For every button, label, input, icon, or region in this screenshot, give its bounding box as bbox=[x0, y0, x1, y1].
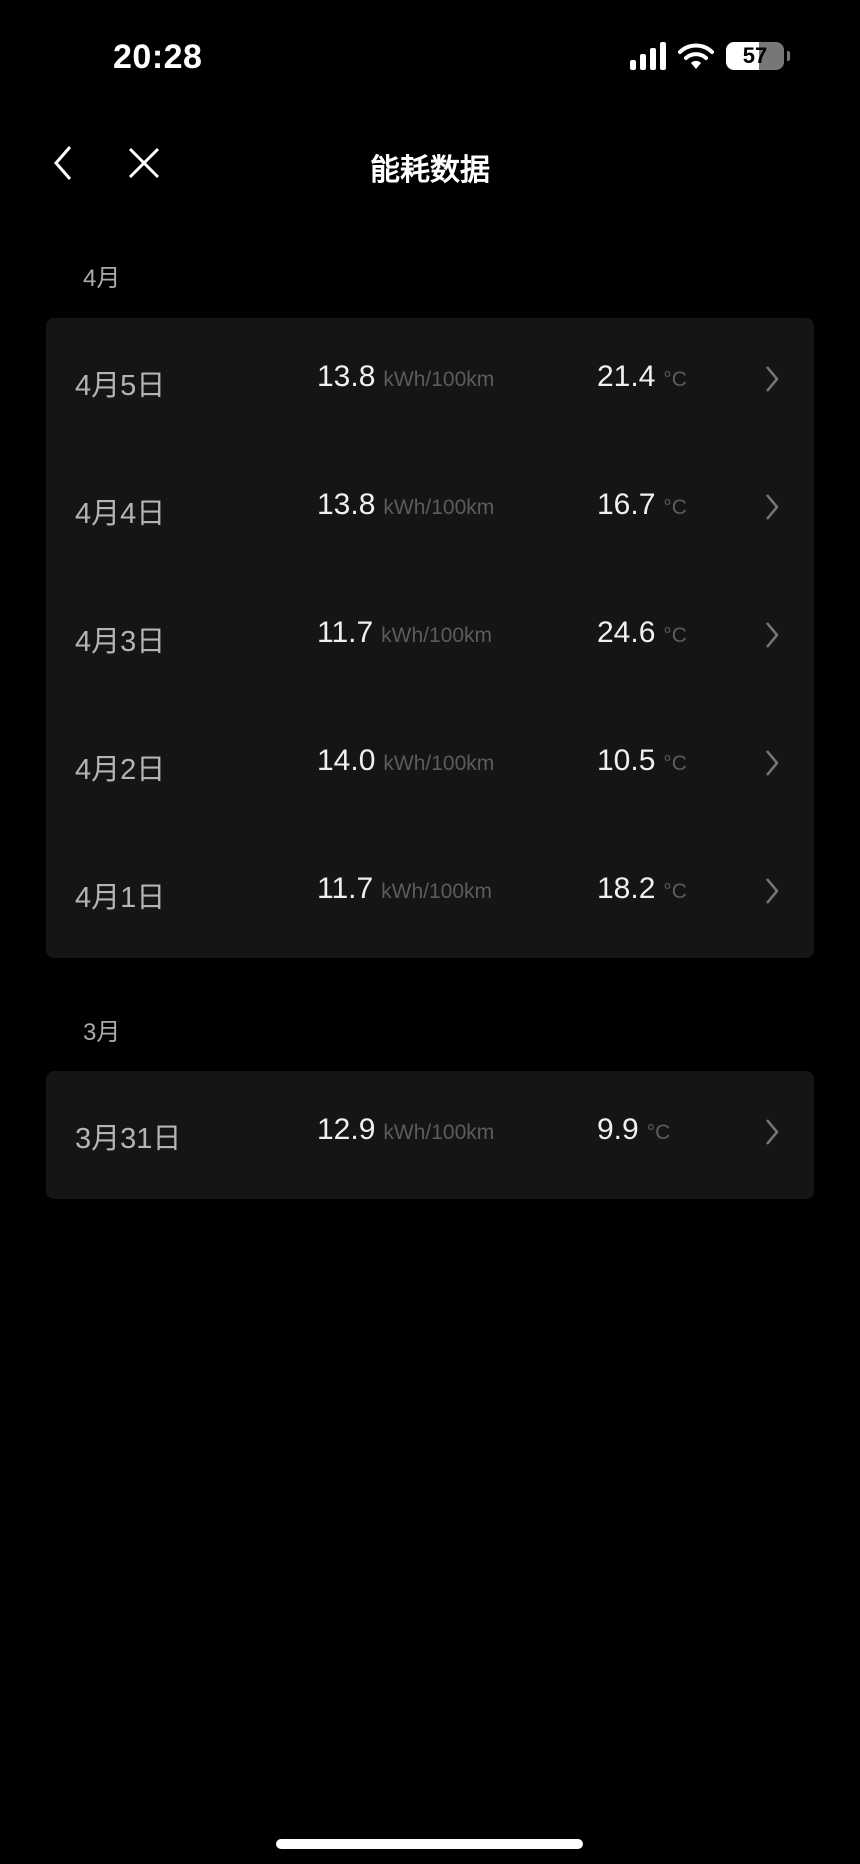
consumption-value: 14.0 kWh/100km bbox=[317, 744, 494, 778]
chevron-right-icon bbox=[766, 1119, 779, 1145]
temperature-number: 16.7 bbox=[597, 488, 656, 521]
temperature-unit: °C bbox=[663, 624, 687, 647]
month-card: 3月31日 12.9 kWh/100km 9.9 °C bbox=[46, 1071, 814, 1199]
close-button[interactable] bbox=[126, 145, 162, 181]
status-icons: 57 bbox=[630, 42, 790, 70]
consumption-number: 13.8 bbox=[317, 360, 376, 393]
consumption-value: 12.9 kWh/100km bbox=[317, 1113, 494, 1147]
date-label: 3月31日 bbox=[75, 1123, 182, 1155]
month-header: 4月 bbox=[83, 265, 121, 292]
chevron-right-icon bbox=[766, 366, 779, 392]
temperature-unit: °C bbox=[663, 368, 687, 391]
temperature-value: 16.7 °C bbox=[597, 488, 687, 522]
temperature-unit: °C bbox=[663, 496, 687, 519]
date-label: 4月4日 bbox=[75, 498, 166, 530]
consumption-number: 14.0 bbox=[317, 744, 376, 777]
month-header: 3月 bbox=[83, 1019, 121, 1046]
consumption-number: 11.7 bbox=[317, 616, 374, 649]
temperature-value: 24.6 °C bbox=[597, 616, 687, 650]
temperature-number: 24.6 bbox=[597, 616, 656, 649]
consumption-unit: kWh/100km bbox=[383, 368, 495, 391]
date-label: 4月3日 bbox=[75, 626, 166, 658]
temperature-value: 10.5 °C bbox=[597, 744, 687, 778]
month-card: 4月5日 13.8 kWh/100km 21.4 °C 4月4日 13.8 kWh/1… bbox=[46, 318, 814, 958]
nav-bar: 能耗数据 bbox=[0, 135, 860, 191]
temperature-unit: °C bbox=[646, 1121, 671, 1144]
chevron-right-icon bbox=[766, 494, 779, 520]
consumption-unit: kWh/100km bbox=[383, 496, 495, 519]
temperature-value: 9.9 °C bbox=[597, 1113, 670, 1147]
temperature-number: 9.9 bbox=[597, 1113, 639, 1146]
status-time: 20:28 bbox=[113, 38, 203, 76]
consumption-number: 13.8 bbox=[317, 488, 376, 521]
temperature-number: 21.4 bbox=[597, 360, 656, 393]
list-item[interactable]: 3月31日 12.9 kWh/100km 9.9 °C bbox=[46, 1071, 814, 1199]
list-item[interactable]: 4月1日 11.7 kWh/100km 18.2 °C bbox=[46, 830, 814, 958]
consumption-value: 13.8 kWh/100km bbox=[317, 360, 494, 394]
consumption-number: 11.7 bbox=[317, 872, 374, 905]
date-label: 4月5日 bbox=[75, 370, 166, 402]
list-item[interactable]: 4月4日 13.8 kWh/100km 16.7 °C bbox=[46, 446, 814, 574]
chevron-right-icon bbox=[766, 750, 779, 776]
date-label: 4月1日 bbox=[75, 882, 166, 914]
consumption-value: 13.8 kWh/100km bbox=[317, 488, 494, 522]
consumption-value: 11.7 kWh/100km bbox=[317, 616, 492, 650]
chevron-right-icon bbox=[766, 622, 779, 648]
consumption-unit: kWh/100km bbox=[381, 880, 493, 903]
wifi-icon bbox=[678, 43, 714, 69]
consumption-number: 12.9 bbox=[317, 1113, 376, 1146]
list-item[interactable]: 4月5日 13.8 kWh/100km 21.4 °C bbox=[46, 318, 814, 446]
temperature-number: 18.2 bbox=[597, 872, 656, 905]
temperature-value: 18.2 °C bbox=[597, 872, 687, 906]
temperature-value: 21.4 °C bbox=[597, 360, 687, 394]
cellular-signal-icon bbox=[630, 42, 666, 70]
consumption-unit: kWh/100km bbox=[383, 1121, 495, 1144]
battery-level: 57 bbox=[742, 43, 768, 68]
consumption-value: 11.7 kWh/100km bbox=[317, 872, 492, 906]
back-button[interactable] bbox=[48, 143, 78, 183]
battery-icon: 57 bbox=[726, 42, 790, 70]
list-item[interactable]: 4月2日 14.0 kWh/100km 10.5 °C bbox=[46, 702, 814, 830]
consumption-unit: kWh/100km bbox=[383, 752, 495, 775]
chevron-right-icon bbox=[766, 878, 779, 904]
home-indicator[interactable] bbox=[276, 1839, 583, 1849]
temperature-number: 10.5 bbox=[597, 744, 656, 777]
list-item[interactable]: 4月3日 11.7 kWh/100km 24.6 °C bbox=[46, 574, 814, 702]
page-title: 能耗数据 bbox=[370, 154, 490, 187]
temperature-unit: °C bbox=[663, 752, 687, 775]
temperature-unit: °C bbox=[663, 880, 687, 903]
date-label: 4月2日 bbox=[75, 754, 166, 786]
consumption-unit: kWh/100km bbox=[381, 624, 493, 647]
